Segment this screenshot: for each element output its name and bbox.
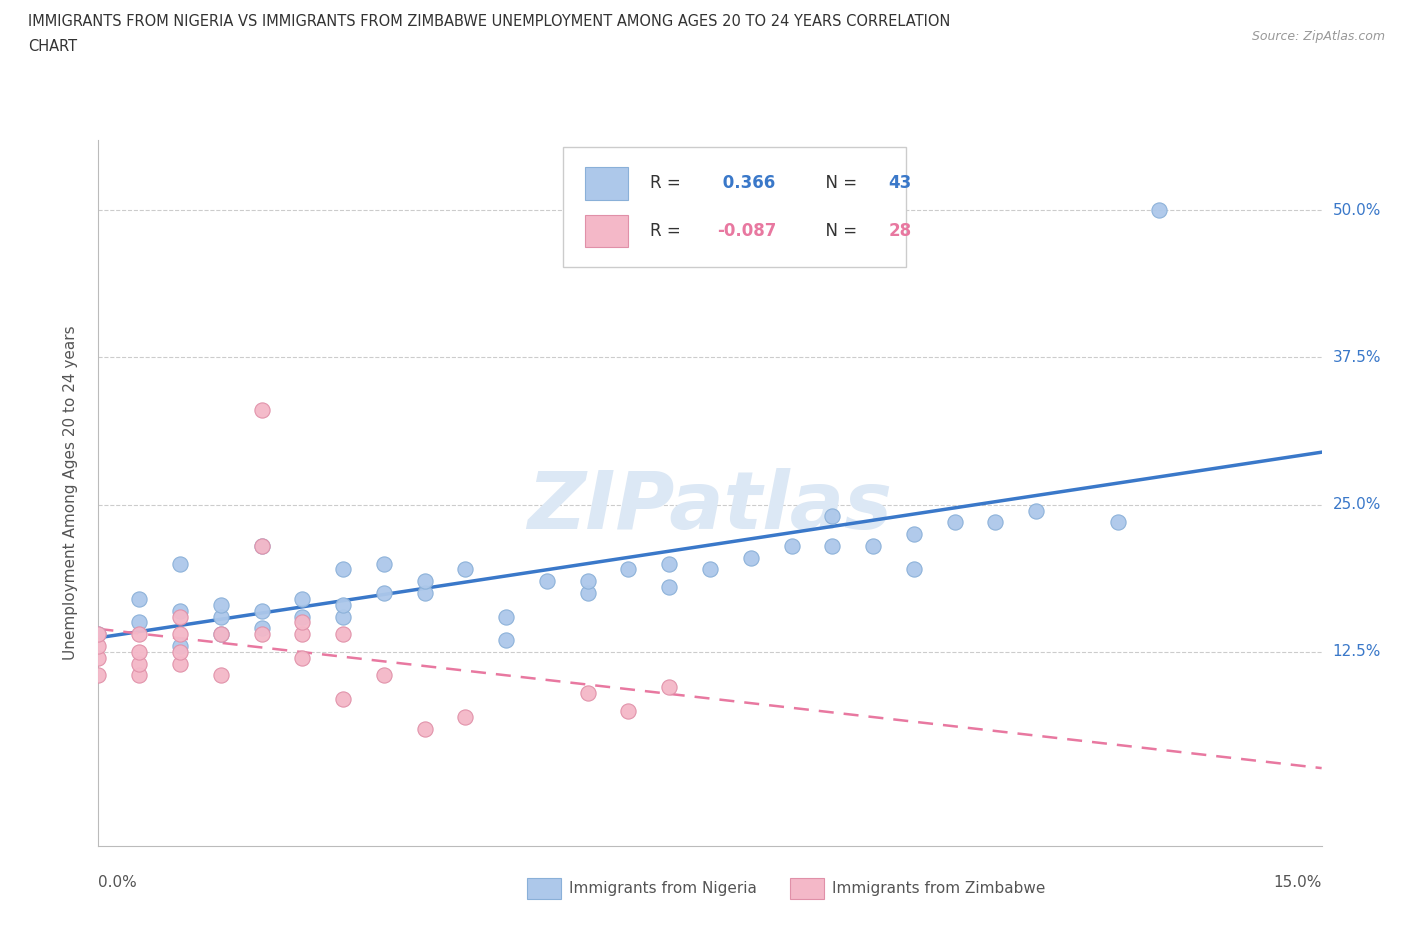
Point (250, 627, 273, 642)
Point (250, 538, 273, 553)
Point (169, 639, 191, 654)
Bar (585, 215, 628, 247)
Point (617, 703, 640, 718)
Point (821, 509, 844, 524)
Text: Immigrants from Nigeria: Immigrants from Nigeria (569, 882, 758, 897)
Point (169, 609, 191, 624)
Point (250, 621, 273, 636)
Point (658, 579, 681, 594)
Text: N =: N = (815, 222, 863, 240)
Point (903, 562, 925, 577)
Bar (790, 878, 824, 899)
Text: IMMIGRANTS FROM NIGERIA VS IMMIGRANTS FROM ZIMBABWE UNEMPLOYMENT AMONG AGES 20 T: IMMIGRANTS FROM NIGERIA VS IMMIGRANTS FR… (28, 14, 950, 29)
Point (862, 538, 884, 553)
Point (699, 562, 721, 577)
Text: Source: ZipAtlas.com: Source: ZipAtlas.com (1251, 30, 1385, 43)
Point (128, 627, 150, 642)
Point (87, 627, 110, 642)
Text: R =: R = (650, 222, 686, 240)
Point (454, 562, 477, 577)
Text: 28: 28 (889, 222, 911, 240)
Point (250, 403, 273, 418)
Point (413, 586, 436, 601)
Text: CHART: CHART (28, 39, 77, 54)
Point (169, 644, 191, 659)
Point (984, 515, 1007, 530)
Point (536, 574, 558, 589)
Point (780, 538, 803, 553)
Point (373, 668, 395, 683)
Point (332, 692, 354, 707)
Point (576, 685, 599, 700)
Point (128, 657, 150, 671)
Point (1025, 503, 1047, 518)
Point (943, 515, 966, 530)
Point (250, 604, 273, 618)
Point (291, 650, 314, 665)
Point (128, 591, 150, 606)
Point (740, 551, 762, 565)
Point (209, 668, 232, 683)
Bar (585, 167, 628, 200)
Point (87, 668, 110, 683)
Point (87, 627, 110, 642)
Point (291, 615, 314, 630)
Y-axis label: Unemployment Among Ages 20 to 24 years: Unemployment Among Ages 20 to 24 years (63, 326, 77, 660)
Point (332, 609, 354, 624)
Point (1147, 203, 1170, 218)
Point (169, 627, 191, 642)
Point (658, 680, 681, 695)
Text: Immigrants from Zimbabwe: Immigrants from Zimbabwe (832, 882, 1046, 897)
Point (495, 632, 517, 647)
Point (658, 556, 681, 571)
Point (169, 556, 191, 571)
Text: 15.0%: 15.0% (1274, 874, 1322, 890)
Point (576, 574, 599, 589)
Point (617, 562, 640, 577)
Point (209, 597, 232, 612)
Point (250, 538, 273, 553)
Point (332, 597, 354, 612)
Bar (526, 878, 561, 899)
Point (209, 627, 232, 642)
Text: -0.087: -0.087 (717, 222, 776, 240)
Point (291, 609, 314, 624)
Text: 37.5%: 37.5% (1333, 350, 1381, 365)
Point (128, 615, 150, 630)
Point (903, 526, 925, 541)
Point (291, 627, 314, 642)
Point (87, 650, 110, 665)
Point (454, 710, 477, 724)
Bar (564, 147, 905, 267)
Point (576, 586, 599, 601)
Text: 25.0%: 25.0% (1333, 498, 1381, 512)
Point (373, 556, 395, 571)
Point (209, 627, 232, 642)
Point (169, 604, 191, 618)
Text: 43: 43 (889, 175, 912, 193)
Point (413, 574, 436, 589)
Point (1107, 515, 1129, 530)
Point (169, 657, 191, 671)
Point (373, 586, 395, 601)
Point (332, 627, 354, 642)
Text: 50.0%: 50.0% (1333, 203, 1381, 218)
Point (209, 609, 232, 624)
Text: ZIPatlas: ZIPatlas (527, 468, 893, 546)
Point (821, 538, 844, 553)
Point (291, 591, 314, 606)
Text: 0.0%: 0.0% (98, 874, 138, 890)
Point (128, 644, 150, 659)
Text: R =: R = (650, 175, 686, 193)
Point (332, 562, 354, 577)
Point (413, 721, 436, 736)
Point (495, 609, 517, 624)
Text: N =: N = (815, 175, 863, 193)
Text: 12.5%: 12.5% (1333, 644, 1381, 659)
Point (128, 668, 150, 683)
Text: 0.366: 0.366 (717, 175, 776, 193)
Point (87, 639, 110, 654)
